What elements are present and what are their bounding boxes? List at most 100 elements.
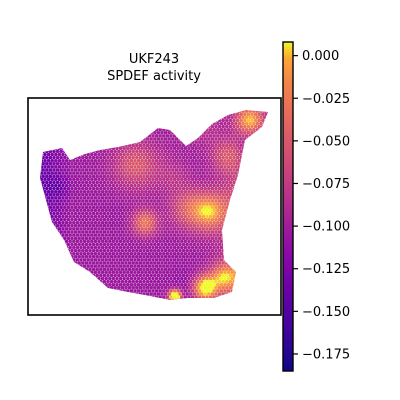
- tissue-spot: [41, 224, 45, 228]
- tissue-spot: [232, 174, 236, 178]
- tissue-spot: [270, 196, 274, 200]
- tissue-spot: [34, 168, 38, 172]
- tissue-spot: [79, 121, 83, 126]
- tissue-spot: [176, 270, 180, 275]
- tissue-spot: [190, 134, 195, 138]
- tissue-spot: [176, 214, 180, 219]
- tissue-spot: [189, 137, 193, 141]
- tissue-spot: [144, 140, 148, 144]
- tissue-spot: [154, 115, 159, 120]
- tissue-spot: [162, 165, 166, 169]
- tissue-spot: [84, 273, 89, 278]
- tissue-spot: [136, 183, 141, 188]
- tissue-spot: [41, 186, 45, 191]
- tissue-spot: [226, 140, 231, 144]
- tissue-spot: [214, 205, 218, 209]
- tissue-spot: [40, 245, 44, 250]
- tissue-spot: [151, 177, 155, 182]
- tissue-spot: [46, 183, 51, 188]
- tissue-spot: [194, 189, 198, 194]
- tissue-spot: [149, 298, 153, 300]
- tissue-spot: [136, 270, 141, 275]
- tissue-spot: [169, 264, 173, 268]
- tissue-spot: [43, 245, 47, 250]
- tissue-spot: [142, 149, 146, 154]
- tissue-spot: [185, 180, 189, 185]
- tissue-spot: [183, 270, 188, 275]
- tissue-spot: [112, 302, 116, 306]
- tissue-spot: [142, 230, 146, 234]
- tissue-spot: [232, 205, 236, 209]
- tissue-spot: [169, 289, 173, 293]
- tissue-spot: [162, 158, 166, 163]
- tissue-spot: [216, 251, 220, 256]
- tissue-spot: [257, 292, 261, 296]
- tissue-spot: [59, 298, 63, 300]
- tissue-spot: [55, 267, 60, 271]
- tissue-spot: [265, 106, 269, 110]
- tissue-spot: [108, 177, 112, 182]
- tissue-spot: [108, 196, 112, 200]
- tissue-spot: [43, 171, 47, 175]
- tissue-spot: [219, 233, 224, 237]
- tissue-spot: [259, 258, 263, 262]
- tissue-spot: [189, 242, 193, 247]
- tissue-spot: [117, 205, 121, 209]
- tissue-spot: [234, 270, 238, 275]
- tissue-spot: [117, 143, 121, 147]
- tissue-spot: [272, 199, 276, 203]
- tissue-spot: [185, 186, 189, 191]
- tissue-spot: [162, 183, 166, 188]
- tissue-spot: [189, 205, 193, 209]
- tissue-spot: [57, 220, 62, 225]
- tissue-spot: [79, 189, 83, 194]
- tissue-spot: [36, 240, 40, 244]
- tissue-spot: [156, 267, 161, 271]
- tissue-spot: [268, 156, 272, 160]
- tissue-spot: [243, 261, 247, 265]
- tissue-spot: [122, 202, 126, 206]
- tissue-spot: [40, 140, 44, 144]
- tissue-spot: [145, 162, 150, 166]
- tissue-spot: [272, 125, 276, 129]
- tissue-spot: [214, 168, 218, 172]
- tissue-spot: [66, 273, 71, 278]
- tissue-spot: [147, 208, 152, 213]
- tissue-spot: [79, 220, 83, 225]
- tissue-spot: [259, 146, 263, 151]
- tissue-spot: [126, 220, 130, 225]
- tissue-spot: [184, 302, 188, 306]
- tissue-spot: [66, 292, 71, 296]
- tissue-spot: [151, 251, 155, 256]
- tissue-spot: [181, 137, 186, 141]
- tissue-spot: [138, 162, 143, 166]
- tissue-spot: [226, 189, 231, 194]
- tissue-spot: [36, 289, 40, 293]
- tissue-spot: [201, 183, 206, 188]
- tissue-spot: [268, 261, 272, 265]
- tissue-spot: [248, 227, 252, 231]
- tissue-spot: [136, 196, 141, 200]
- tissue-spot: [174, 205, 179, 209]
- tissue-spot: [153, 174, 157, 178]
- tissue-spot: [259, 152, 263, 157]
- colorbar-tick-label: −0.100: [302, 220, 350, 235]
- tissue-spot: [205, 276, 209, 281]
- tissue-spot: [235, 155, 240, 160]
- tissue-spot: [138, 186, 143, 191]
- tissue-spot: [246, 261, 251, 265]
- tissue-spot: [192, 124, 197, 129]
- tissue-spot: [104, 264, 108, 268]
- tissue-spot: [165, 127, 170, 132]
- tissue-spot: [127, 149, 132, 154]
- tissue-spot: [190, 233, 195, 237]
- tissue-spot: [257, 174, 261, 178]
- tissue-spot: [43, 295, 47, 299]
- tissue-spot: [208, 208, 213, 213]
- tissue-spot: [126, 208, 130, 213]
- tissue-spot: [93, 127, 98, 132]
- tissue-spot: [57, 196, 62, 200]
- tissue-spot: [86, 239, 90, 244]
- tissue-spot: [129, 177, 134, 182]
- tissue-spot: [61, 171, 65, 175]
